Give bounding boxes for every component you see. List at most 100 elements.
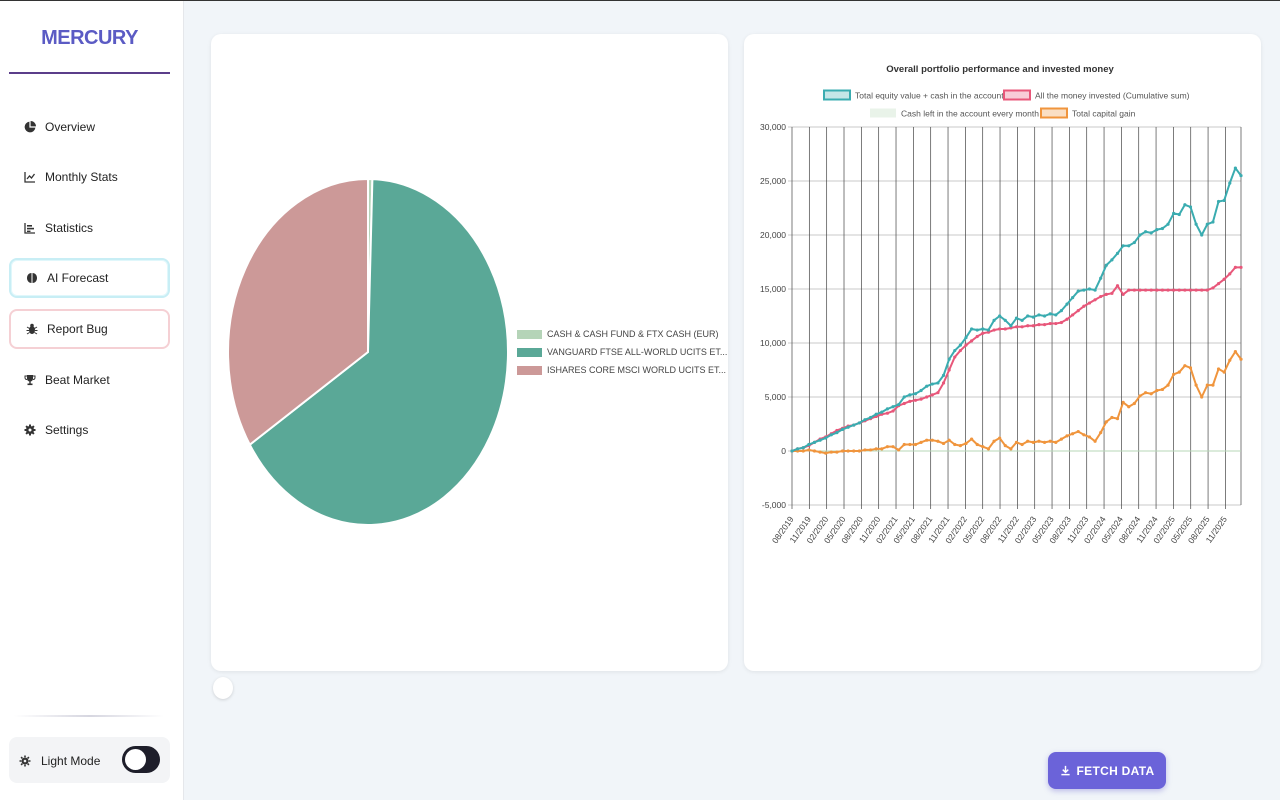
- data-point[interactable]: [812, 449, 817, 453]
- data-point[interactable]: [840, 427, 845, 431]
- data-point[interactable]: [1042, 440, 1047, 444]
- data-point[interactable]: [1188, 205, 1193, 209]
- data-point[interactable]: [807, 448, 811, 452]
- data-point[interactable]: [1059, 437, 1063, 441]
- data-point[interactable]: [1160, 387, 1165, 392]
- pie-legend-item[interactable]: CASH & CASH FUND & FTX CASH (EUR): [517, 329, 719, 339]
- sidebar-item-report-bug[interactable]: Report Bug: [9, 309, 170, 349]
- data-point[interactable]: [1166, 288, 1170, 292]
- data-point[interactable]: [975, 328, 979, 332]
- data-point[interactable]: [919, 440, 923, 444]
- data-point[interactable]: [1082, 288, 1086, 292]
- data-point[interactable]: [880, 447, 884, 451]
- data-point[interactable]: [998, 327, 1002, 331]
- data-point[interactable]: [1216, 199, 1221, 204]
- data-point[interactable]: [941, 381, 946, 385]
- data-point[interactable]: [1037, 439, 1041, 443]
- data-point[interactable]: [947, 368, 951, 372]
- data-point[interactable]: [1110, 258, 1114, 262]
- sidebar-item-monthly-stats[interactable]: Monthly Stats: [9, 157, 170, 197]
- data-point[interactable]: [1037, 323, 1041, 327]
- data-point[interactable]: [1104, 292, 1108, 296]
- data-point[interactable]: [1048, 312, 1052, 316]
- data-point[interactable]: [1172, 288, 1176, 292]
- data-point[interactable]: [1228, 181, 1232, 185]
- data-point[interactable]: [824, 436, 828, 440]
- data-point[interactable]: [1110, 415, 1114, 420]
- data-point[interactable]: [958, 348, 962, 353]
- data-point[interactable]: [868, 415, 873, 420]
- data-point[interactable]: [1160, 226, 1165, 231]
- pie-slice-2[interactable]: [227, 177, 369, 447]
- data-point[interactable]: [908, 399, 912, 403]
- data-point[interactable]: [1211, 383, 1215, 387]
- data-point[interactable]: [796, 447, 800, 451]
- data-point[interactable]: [1233, 166, 1237, 170]
- data-point[interactable]: [1042, 323, 1047, 327]
- data-point[interactable]: [1132, 401, 1136, 406]
- data-point[interactable]: [947, 438, 951, 442]
- data-point[interactable]: [880, 410, 884, 414]
- data-point[interactable]: [1093, 288, 1097, 292]
- legend-label[interactable]: Total capital gain: [1072, 109, 1136, 119]
- data-point[interactable]: [970, 339, 974, 343]
- data-point[interactable]: [1059, 320, 1063, 325]
- data-point[interactable]: [902, 442, 906, 447]
- data-point[interactable]: [1127, 405, 1131, 409]
- data-point[interactable]: [1099, 294, 1103, 299]
- theme-toggle[interactable]: [122, 746, 160, 773]
- data-point[interactable]: [1200, 395, 1204, 399]
- data-point[interactable]: [981, 331, 985, 335]
- data-point[interactable]: [818, 438, 822, 442]
- data-point[interactable]: [1115, 251, 1120, 255]
- data-point[interactable]: [1149, 288, 1153, 292]
- data-point[interactable]: [992, 439, 996, 443]
- data-point[interactable]: [1014, 316, 1019, 320]
- data-point[interactable]: [936, 439, 940, 443]
- data-point[interactable]: [1172, 372, 1176, 376]
- data-point[interactable]: [1087, 435, 1092, 439]
- data-point[interactable]: [1076, 289, 1080, 293]
- data-point[interactable]: [1177, 288, 1181, 292]
- data-point[interactable]: [835, 450, 839, 454]
- data-point[interactable]: [824, 451, 828, 455]
- data-point[interactable]: [1222, 370, 1226, 374]
- data-point[interactable]: [1009, 447, 1013, 451]
- data-point[interactable]: [1138, 233, 1142, 237]
- data-point[interactable]: [975, 334, 979, 339]
- data-point[interactable]: [857, 421, 861, 425]
- data-point[interactable]: [947, 357, 951, 361]
- data-point[interactable]: [981, 445, 985, 449]
- data-point[interactable]: [925, 384, 929, 388]
- data-point[interactable]: [1048, 321, 1052, 326]
- data-point[interactable]: [863, 448, 867, 452]
- data-point[interactable]: [1149, 231, 1153, 235]
- sidebar-item-beat-market[interactable]: Beat Market: [9, 360, 170, 400]
- data-point[interactable]: [829, 433, 833, 437]
- legend-label[interactable]: Cash left in the account every month: [901, 109, 1039, 119]
- data-point[interactable]: [1138, 288, 1142, 292]
- data-point[interactable]: [829, 450, 833, 454]
- data-point[interactable]: [857, 449, 861, 453]
- data-point[interactable]: [897, 448, 901, 452]
- data-point[interactable]: [1031, 440, 1035, 444]
- data-point[interactable]: [1194, 383, 1198, 387]
- sidebar-item-overview[interactable]: Overview: [9, 107, 170, 147]
- data-point[interactable]: [1222, 198, 1226, 203]
- data-point[interactable]: [1228, 358, 1232, 362]
- data-point[interactable]: [1026, 324, 1030, 328]
- data-point[interactable]: [1132, 288, 1136, 292]
- data-point[interactable]: [919, 397, 923, 401]
- data-point[interactable]: [1200, 288, 1204, 292]
- data-point[interactable]: [807, 442, 811, 447]
- data-point[interactable]: [840, 449, 845, 453]
- data-point[interactable]: [1031, 324, 1035, 328]
- data-point[interactable]: [1099, 431, 1103, 435]
- data-point[interactable]: [958, 444, 962, 448]
- data-point[interactable]: [902, 401, 906, 406]
- data-point[interactable]: [1054, 440, 1058, 444]
- data-point[interactable]: [1143, 391, 1148, 395]
- data-point[interactable]: [992, 318, 996, 322]
- data-point[interactable]: [986, 447, 991, 451]
- data-point[interactable]: [1048, 439, 1052, 443]
